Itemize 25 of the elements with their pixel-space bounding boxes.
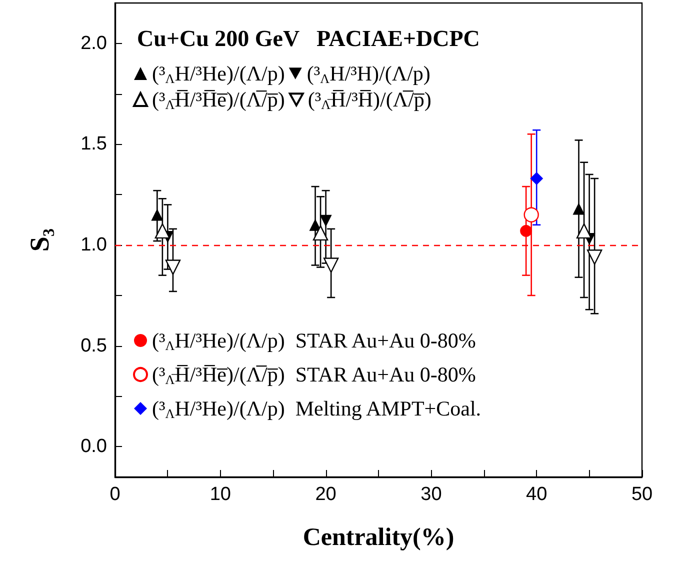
x-tick-label: 20 [315, 484, 336, 505]
x-axis-title: Centrality(%) [302, 524, 454, 551]
point [154, 223, 170, 239]
point [530, 172, 544, 185]
point [151, 208, 164, 221]
x-tick-label: 40 [526, 484, 548, 505]
y-tick-label: 2.0 [80, 32, 107, 54]
x-tick-label: 10 [210, 484, 231, 505]
y-tick-label: 0.5 [80, 335, 107, 356]
point [524, 207, 539, 222]
point [572, 202, 585, 215]
y-tick-label: 0.0 [80, 436, 107, 458]
point [165, 260, 181, 275]
x-tick-label: 50 [631, 484, 653, 505]
point [312, 225, 328, 241]
x-tick-label: 0 [110, 484, 120, 505]
x-tick-label: 30 [420, 484, 442, 505]
point [320, 214, 332, 227]
point [586, 250, 602, 265]
point [520, 224, 532, 237]
y-tick-label: 1.0 [80, 234, 107, 256]
y-tick-label: 1.5 [80, 134, 107, 155]
y-axis-title: S₃ [24, 228, 54, 252]
text: Cu+Cu 200 GeV PACIAE+DCPC [137, 26, 480, 51]
point [576, 223, 592, 239]
